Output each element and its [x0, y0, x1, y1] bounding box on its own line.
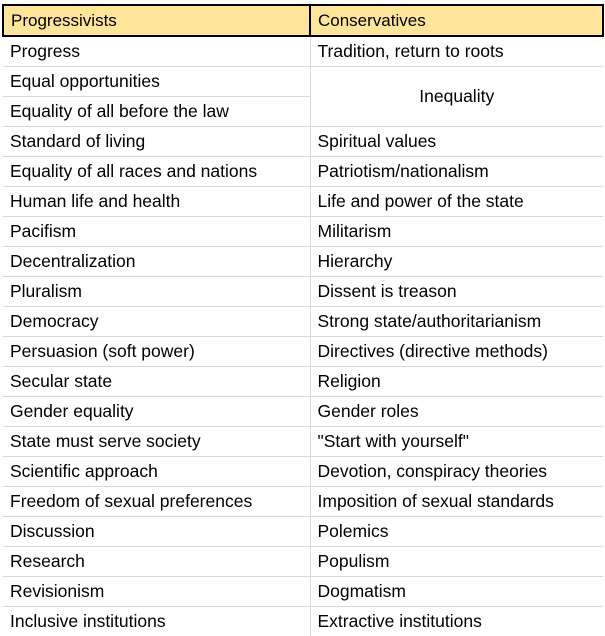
progressivist-cell: Scientific approach [3, 457, 310, 487]
conservative-cell: Hierarchy [310, 247, 603, 277]
progressivist-cell: Democracy [3, 307, 310, 337]
conservative-cell: "Start with yourself" [310, 427, 603, 457]
progressivist-cell: State must serve society [3, 427, 310, 457]
conservative-cell: Patriotism/nationalism [310, 157, 603, 187]
conservative-cell: Religion [310, 367, 603, 397]
table-row: Pluralism Dissent is treason [3, 277, 603, 307]
progressivist-cell: Revisionism [3, 577, 310, 607]
table-row: Inclusive institutions Extractive instit… [3, 607, 603, 636]
progressivist-cell: Equality of all races and nations [3, 157, 310, 187]
table-row: Equality of all races and nations Patrio… [3, 157, 603, 187]
conservative-cell: Populism [310, 547, 603, 577]
conservative-cell: Imposition of sexual standards [310, 487, 603, 517]
progressivist-cell: Inclusive institutions [3, 607, 310, 636]
progressivist-cell: Secular state [3, 367, 310, 397]
conservative-cell: Dogmatism [310, 577, 603, 607]
conservative-cell: Inequality [310, 67, 603, 127]
table-row: State must serve society "Start with you… [3, 427, 603, 457]
progressivist-cell: Gender equality [3, 397, 310, 427]
progressivist-cell: Human life and health [3, 187, 310, 217]
conservative-cell: Extractive institutions [310, 607, 603, 636]
conservative-cell: Gender roles [310, 397, 603, 427]
header-row: Progressivists Conservatives [3, 5, 603, 36]
conservative-cell: Directives (directive methods) [310, 337, 603, 367]
progressivist-cell: Standard of living [3, 127, 310, 157]
table-row: Progress Tradition, return to roots [3, 36, 603, 67]
table-row: Scientific approach Devotion, conspiracy… [3, 457, 603, 487]
progressivist-cell: Progress [3, 36, 310, 67]
progressivist-cell: Equal opportunities [3, 67, 310, 97]
conservative-cell: Tradition, return to roots [310, 36, 603, 67]
table-row: Decentralization Hierarchy [3, 247, 603, 277]
conservative-cell: Dissent is treason [310, 277, 603, 307]
header-progressivists: Progressivists [3, 5, 310, 36]
conservative-cell: Life and power of the state [310, 187, 603, 217]
progressivist-cell: Pluralism [3, 277, 310, 307]
conservative-cell: Strong state/authoritarianism [310, 307, 603, 337]
table-row: Freedom of sexual preferences Imposition… [3, 487, 603, 517]
table-row: Democracy Strong state/authoritarianism [3, 307, 603, 337]
progressivist-cell: Freedom of sexual preferences [3, 487, 310, 517]
table-row: Revisionism Dogmatism [3, 577, 603, 607]
table-row: Secular state Religion [3, 367, 603, 397]
conservative-cell: Militarism [310, 217, 603, 247]
conservative-cell: Devotion, conspiracy theories [310, 457, 603, 487]
header-conservatives: Conservatives [310, 5, 603, 36]
table-row: Research Populism [3, 547, 603, 577]
table-row: Gender equality Gender roles [3, 397, 603, 427]
table-row: Discussion Polemics [3, 517, 603, 547]
table-row: Pacifism Militarism [3, 217, 603, 247]
progressivist-cell: Pacifism [3, 217, 310, 247]
table-row: Equal opportunities Inequality [3, 67, 603, 97]
conservative-cell: Polemics [310, 517, 603, 547]
table-row: Standard of living Spiritual values [3, 127, 603, 157]
table-row: Persuasion (soft power) Directives (dire… [3, 337, 603, 367]
progressivist-cell: Equality of all before the law [3, 97, 310, 127]
progressivist-cell: Decentralization [3, 247, 310, 277]
conservative-cell: Spiritual values [310, 127, 603, 157]
table-row: Human life and health Life and power of … [3, 187, 603, 217]
comparison-table: Progressivists Conservatives Progress Tr… [2, 4, 604, 636]
progressivist-cell: Research [3, 547, 310, 577]
progressivist-cell: Persuasion (soft power) [3, 337, 310, 367]
progressivist-cell: Discussion [3, 517, 310, 547]
